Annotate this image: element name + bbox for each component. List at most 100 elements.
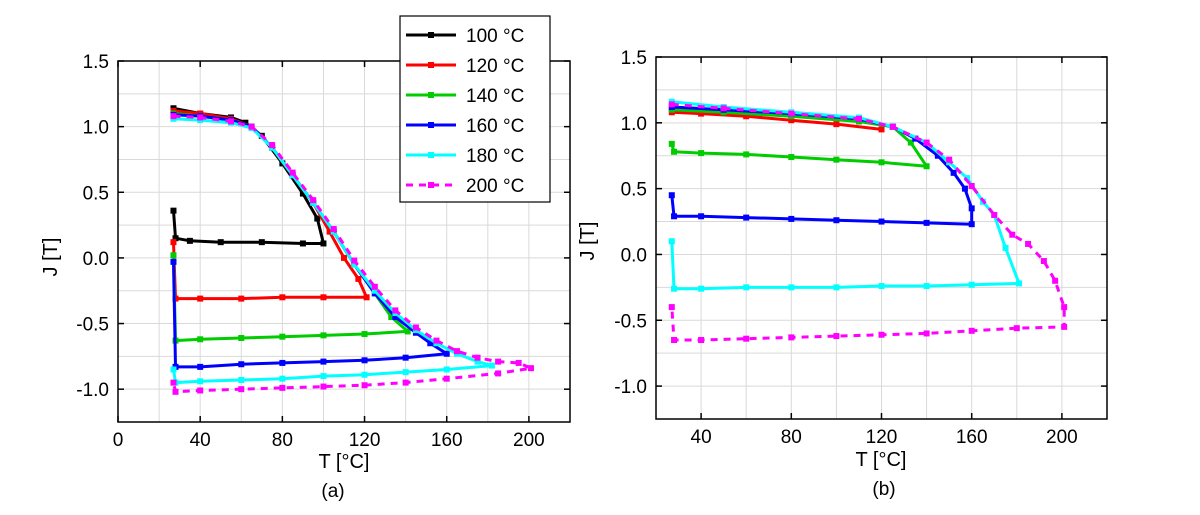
- data-point: [668, 192, 675, 199]
- data-point: [698, 150, 705, 157]
- legend-box: [399, 15, 551, 203]
- data-point: [698, 213, 705, 220]
- data-point: [170, 207, 177, 214]
- series-140c: [170, 110, 411, 344]
- data-point: [968, 205, 975, 212]
- data-point: [743, 151, 750, 158]
- data-point: [443, 366, 450, 373]
- data-point: [197, 387, 204, 394]
- y-axis: -1.0 -0.5 0.0 0.5 1.0 1.5: [76, 52, 570, 401]
- data-point: [1040, 258, 1047, 265]
- data-point: [388, 313, 395, 320]
- data-point: [668, 140, 675, 147]
- x-tick-label: 200: [513, 430, 545, 451]
- data-point: [412, 324, 419, 331]
- data-point: [950, 169, 957, 176]
- data-point: [698, 337, 705, 344]
- data-point: [668, 101, 675, 108]
- x-tick-label: 160: [956, 427, 988, 448]
- data-point: [495, 358, 502, 365]
- y-tick-label: -0.5: [76, 315, 109, 336]
- data-point: [968, 183, 975, 190]
- data-point: [495, 370, 502, 377]
- data-point: [289, 169, 296, 176]
- legend-label: 200 °C: [466, 176, 524, 197]
- data-point: [351, 257, 358, 264]
- panel-a: 0 40 80 120 160 200 -1.0 -0.5 0.0 0.5 1.0 1.5 T [°C]…: [40, 15, 571, 502]
- y-tick-label: 0.0: [621, 245, 647, 266]
- data-point: [878, 218, 885, 225]
- data-point: [788, 284, 795, 291]
- y-tick-label: -0.5: [614, 311, 647, 332]
- data-point: [351, 261, 358, 268]
- data-point: [743, 284, 750, 291]
- data-point: [833, 121, 840, 128]
- data-point: [671, 337, 678, 344]
- legend-label: 140 °C: [466, 86, 524, 107]
- data-point: [878, 283, 885, 290]
- data-point: [299, 240, 306, 247]
- data-point: [320, 240, 327, 247]
- y-tick-label: 1.0: [83, 118, 109, 139]
- x-tick-label: 120: [866, 427, 898, 448]
- data-point: [833, 156, 840, 163]
- legend: 100 °C 120 °C 140 °C 160 °C 180 °C 200 °C: [399, 15, 551, 203]
- data-point: [238, 361, 245, 368]
- data-point: [402, 369, 409, 376]
- series-140c: [668, 106, 930, 170]
- data-point: [1002, 244, 1009, 251]
- data-point: [320, 373, 327, 380]
- data-point: [923, 283, 930, 290]
- data-point: [170, 239, 177, 246]
- data-point: [258, 239, 265, 246]
- data-point: [946, 156, 953, 163]
- y-tick-label: 0.5: [621, 180, 647, 201]
- data-point: [743, 113, 750, 120]
- data-point: [443, 350, 450, 357]
- y-tick-label: 1.5: [621, 48, 647, 69]
- y-tick-label: 1.5: [83, 52, 109, 73]
- y-tick-label: 0.0: [83, 249, 109, 270]
- legend-marker: [428, 62, 434, 68]
- data-point: [923, 163, 930, 170]
- data-point: [968, 281, 975, 288]
- data-point: [326, 228, 333, 235]
- data-point: [878, 159, 885, 166]
- data-point: [170, 366, 177, 373]
- panel-label: (b): [872, 479, 895, 500]
- data-point: [402, 379, 409, 386]
- data-point: [363, 294, 370, 301]
- data-point: [172, 388, 179, 395]
- data-point: [279, 359, 286, 366]
- panel-b: 40 80 120 160 200 -1.0 -0.5 0.0 0.5 1.0 1.5 T [°C] J…: [577, 48, 1108, 500]
- data-point: [1025, 240, 1032, 247]
- data-point: [788, 334, 795, 341]
- data-point: [197, 378, 204, 385]
- x-axis-label: T [°C]: [319, 451, 370, 473]
- legend-marker: [428, 122, 434, 128]
- data-point: [671, 213, 678, 220]
- legend-label: 160 °C: [466, 116, 524, 137]
- data-point: [217, 239, 224, 246]
- data-point: [238, 334, 245, 341]
- data-point: [527, 365, 534, 372]
- series-line: [172, 114, 533, 394]
- data-point: [170, 113, 177, 120]
- data-point: [248, 123, 255, 130]
- data-point: [961, 185, 968, 192]
- data-point: [474, 354, 481, 361]
- data-point: [427, 340, 434, 347]
- data-point: [878, 331, 885, 338]
- data-point: [320, 332, 327, 339]
- data-point: [1052, 277, 1059, 284]
- data-point: [474, 358, 481, 365]
- data-point: [788, 117, 795, 124]
- data-point: [433, 337, 440, 344]
- data-point: [314, 215, 321, 222]
- x-tick-label: 120: [349, 430, 381, 451]
- data-point: [698, 110, 705, 117]
- data-point: [238, 295, 245, 302]
- data-point: [788, 154, 795, 161]
- data-point: [392, 307, 399, 314]
- data-point: [1061, 323, 1068, 330]
